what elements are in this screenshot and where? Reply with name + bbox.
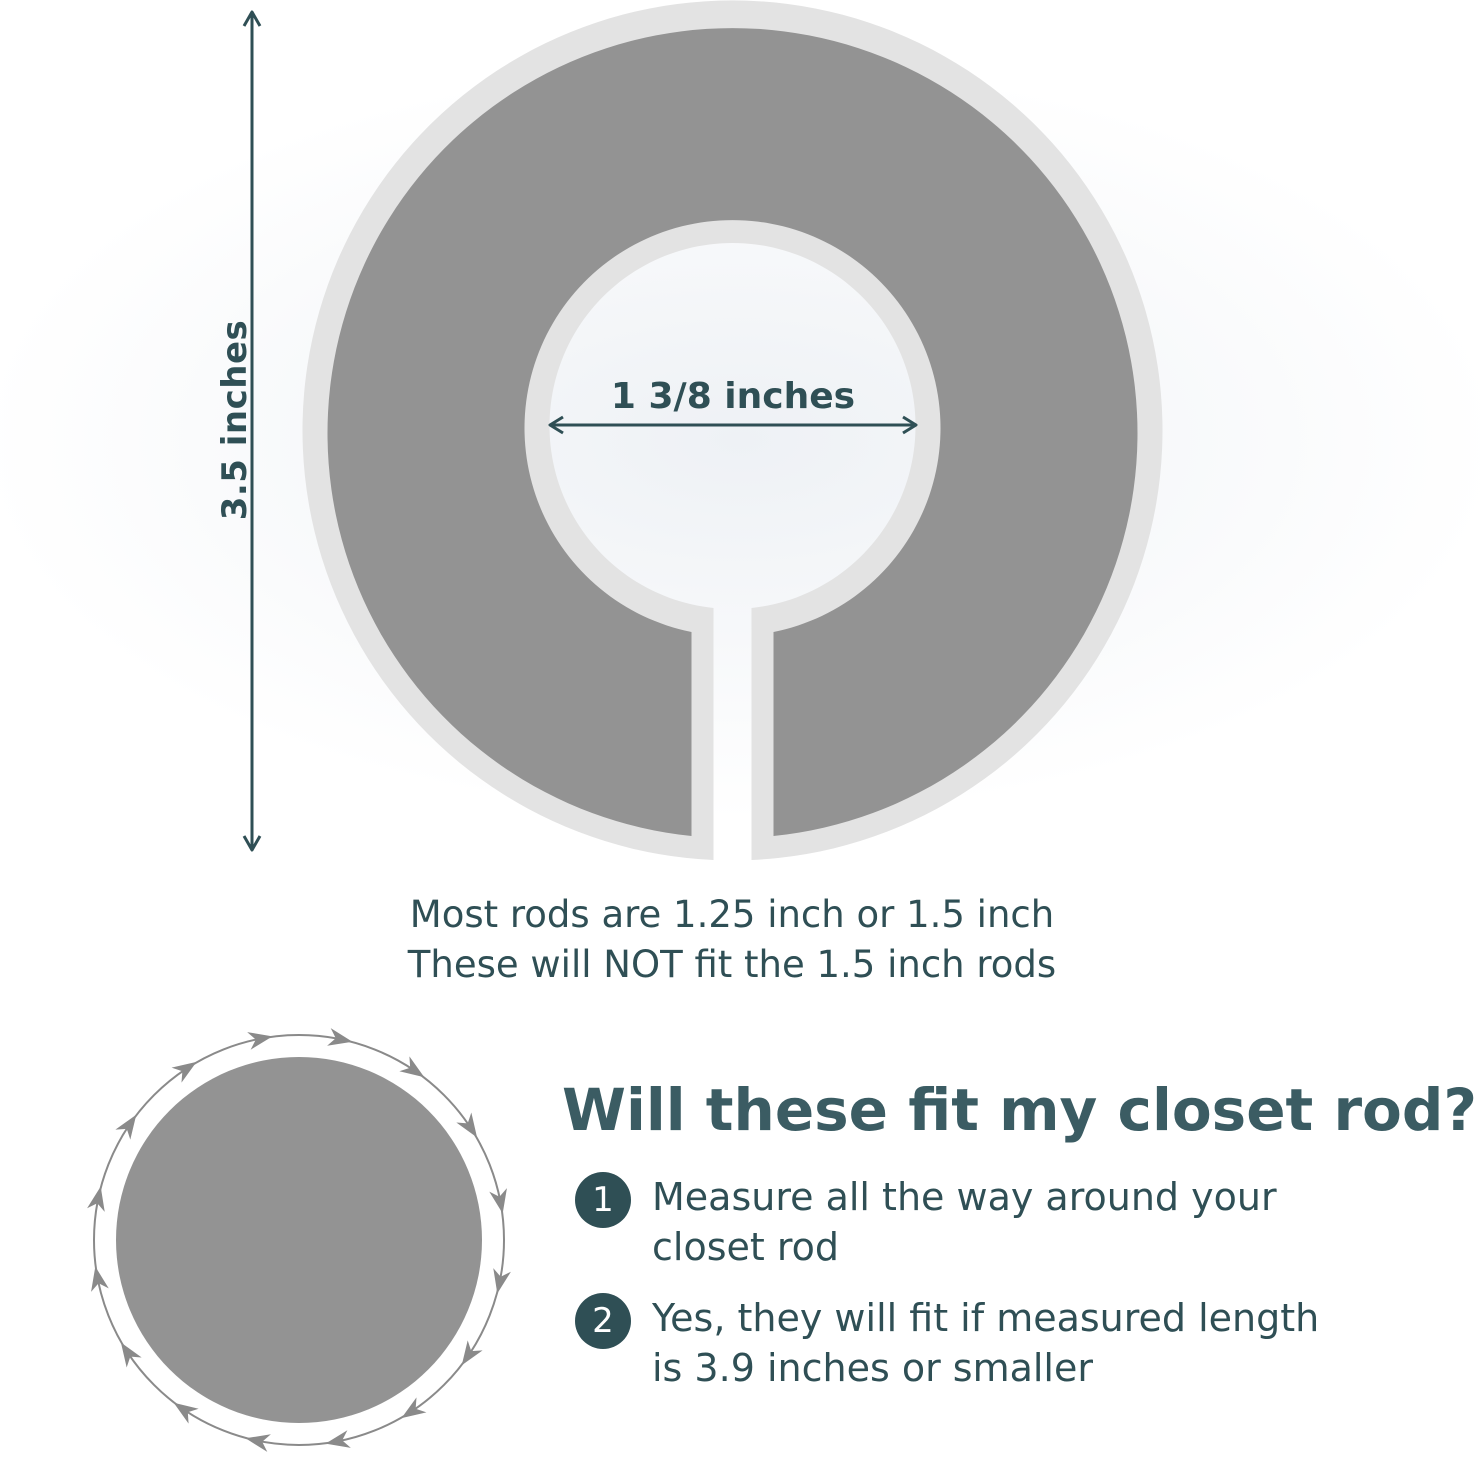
step-text-line: Measure all the way around your [652,1175,1277,1219]
measure-arrowhead [493,1268,511,1294]
faq-heading: Will these fit my closet rod? [562,1076,1478,1144]
measure-arrowhead [245,1434,271,1452]
inner-dimension-arrow [548,415,918,435]
measure-arrowhead [325,1430,351,1448]
divider-face [327,28,1138,837]
step-text-line: is 3.9 inches or smaller [652,1346,1093,1390]
measure-arrowhead [401,1397,427,1419]
measure-arrowhead [456,1112,478,1138]
step-text: Yes, they will fit if measured length is… [652,1293,1412,1393]
circular-measure-arrows-icon [87,1028,511,1452]
rod-size-note: Most rods are 1.25 inch or 1.5 inch [409,893,1055,936]
measure-arrowhead [115,1114,137,1140]
measure-arrowhead [247,1032,273,1050]
measure-arrowhead [171,1061,197,1083]
inner-dimension-label: 1 3/8 inches [610,376,856,417]
step-text-line: closet rod [652,1225,840,1269]
measure-arrowhead [120,1342,142,1368]
outer-dimension-label: 3.5 inches [215,319,255,521]
measure-arrowhead [399,1056,425,1078]
step-text-line: Yes, they will fit if measured length [652,1296,1320,1340]
measure-arrowhead [327,1028,353,1046]
measure-arrowhead [173,1402,199,1424]
measure-arrowhead [489,1188,507,1214]
step-number-badge: 1 [575,1172,631,1228]
measure-arrowhead [91,1266,109,1292]
measure-arrowhead [461,1340,483,1366]
step-text: Measure all the way around your closet r… [652,1172,1412,1272]
measure-arrowhead [87,1186,105,1212]
outer-dimension-arrow [242,10,262,852]
fit-warning-note: These will NOT fit the 1.5 inch rods [407,943,1057,986]
step-number-badge: 2 [575,1293,631,1349]
